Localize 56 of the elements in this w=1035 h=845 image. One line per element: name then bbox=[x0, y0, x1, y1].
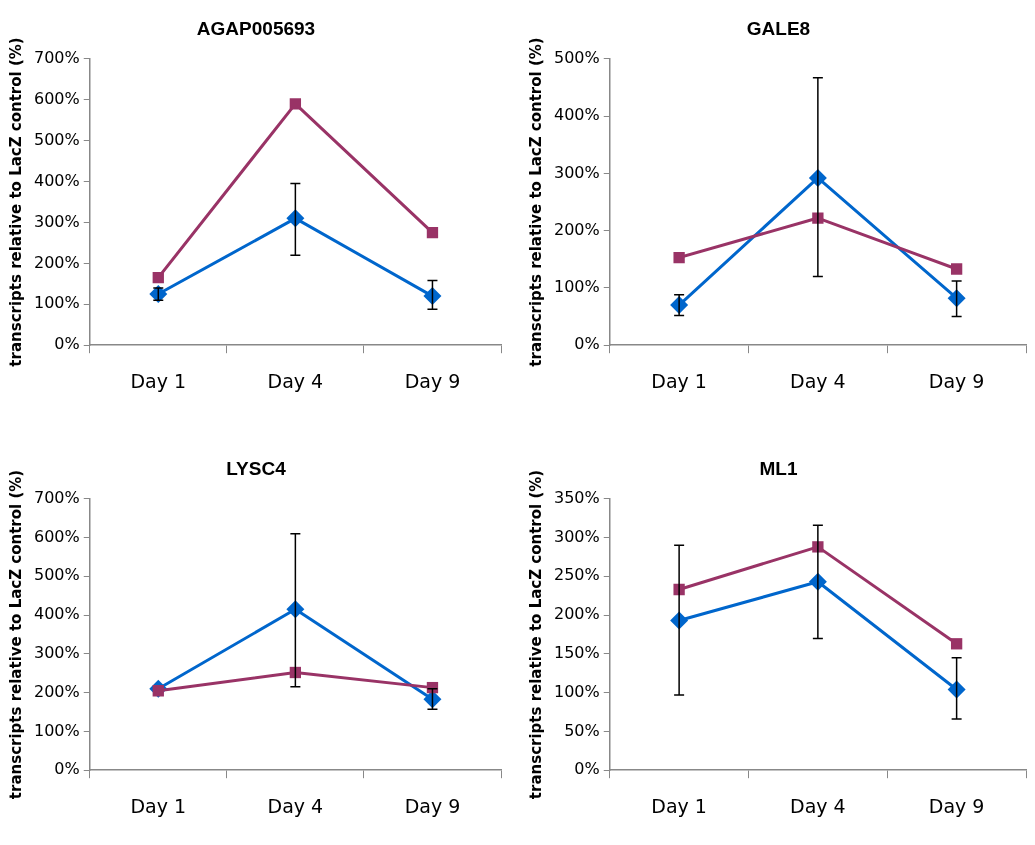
y-tick-label: 250% bbox=[553, 565, 600, 585]
point bbox=[673, 251, 685, 264]
y-tick-label: 600% bbox=[33, 88, 80, 108]
y-axis-title: transcripts relative to LacZ control (%) bbox=[6, 37, 25, 367]
point bbox=[289, 98, 302, 110]
chart-title: GALE8 bbox=[746, 17, 811, 39]
y-tick-label: 150% bbox=[553, 643, 600, 663]
chart-title: LYSC4 bbox=[226, 457, 287, 479]
x-tick-label: Day 4 bbox=[790, 369, 846, 392]
y-tick-label: 400% bbox=[33, 604, 80, 624]
x-tick-label: Day 9 bbox=[404, 794, 461, 817]
y-tick-label: 50% bbox=[564, 720, 600, 740]
y-tick-label: 700% bbox=[33, 47, 80, 67]
y-tick-label: 0% bbox=[574, 334, 600, 354]
y-axis-title: transcripts relative to LacZ control (%) bbox=[6, 469, 25, 800]
x-tick-label: Day 9 bbox=[928, 369, 985, 392]
x-tick-label: Day 1 bbox=[651, 794, 707, 817]
y-tick-label: 300% bbox=[33, 211, 80, 231]
y-axis-title: transcripts relative to LacZ control (%) bbox=[526, 469, 545, 800]
x-tick-label: Day 9 bbox=[928, 794, 985, 817]
y-tick-label: 200% bbox=[33, 681, 80, 701]
y-tick-label: 500% bbox=[33, 129, 80, 149]
chart-title: AGAP005693 bbox=[196, 17, 316, 39]
point bbox=[426, 227, 439, 239]
y-tick-label: 400% bbox=[33, 170, 80, 190]
chart-title: ML1 bbox=[759, 457, 798, 479]
point bbox=[152, 272, 164, 284]
y-axis-title: transcripts relative to LacZ control (%) bbox=[526, 37, 545, 367]
point bbox=[950, 263, 963, 275]
x-tick-label: Day 9 bbox=[404, 369, 461, 392]
y-tick-label: 0% bbox=[574, 759, 600, 779]
y-tick-label: 100% bbox=[33, 720, 80, 740]
y-tick-label: 100% bbox=[33, 293, 80, 313]
y-tick-label: 700% bbox=[33, 487, 80, 507]
y-tick-label: 350% bbox=[553, 487, 600, 507]
y-tick-label: 300% bbox=[553, 526, 600, 546]
x-tick-label: Day 4 bbox=[267, 794, 324, 817]
y-tick-label: 200% bbox=[553, 219, 600, 239]
y-tick-label: 100% bbox=[553, 681, 600, 701]
y-tick-label: 200% bbox=[33, 252, 80, 272]
y-tick-label: 600% bbox=[33, 526, 80, 546]
x-tick-label: Day 1 bbox=[130, 369, 187, 392]
y-tick-label: 400% bbox=[553, 105, 600, 125]
x-tick-label: Day 1 bbox=[651, 369, 707, 392]
y-tick-label: 300% bbox=[33, 643, 80, 663]
y-tick-label: 100% bbox=[553, 277, 600, 297]
x-tick-label: Day 4 bbox=[790, 794, 846, 817]
y-tick-label: 500% bbox=[553, 47, 600, 67]
point bbox=[950, 638, 963, 650]
y-tick-label: 0% bbox=[54, 334, 80, 354]
y-tick-label: 200% bbox=[553, 604, 600, 624]
x-tick-label: Day 4 bbox=[267, 369, 324, 392]
x-tick-label: Day 1 bbox=[130, 794, 187, 817]
y-tick-label: 0% bbox=[54, 759, 80, 779]
y-tick-label: 300% bbox=[553, 162, 600, 182]
y-tick-label: 500% bbox=[33, 565, 80, 585]
